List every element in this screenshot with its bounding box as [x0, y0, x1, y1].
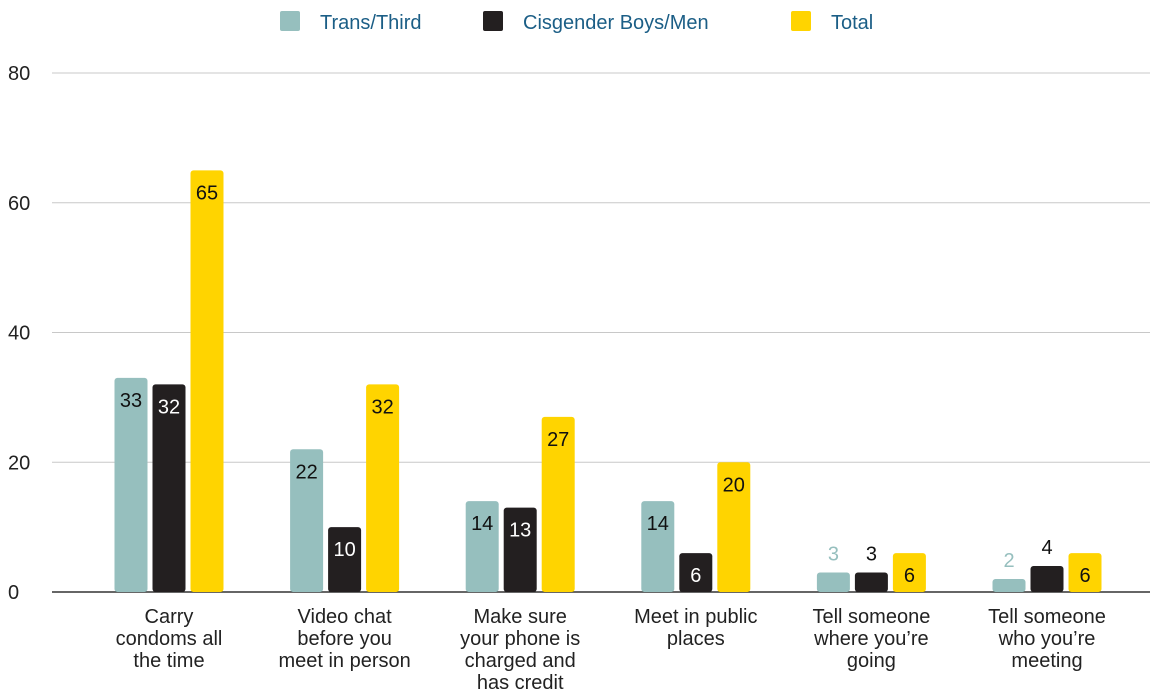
legend: Trans/Third Cisgender Boys/Men Total [280, 11, 873, 34]
data-label: 2 [1003, 550, 1014, 572]
bar [717, 462, 751, 592]
bar [541, 416, 575, 592]
bar [992, 579, 1026, 592]
bar [1068, 553, 1102, 592]
data-label: 32 [371, 396, 393, 418]
legend-label: Trans/Third [320, 12, 422, 34]
legend-swatch [483, 11, 503, 31]
legend-label: Total [831, 12, 873, 34]
bar [114, 377, 148, 592]
data-label: 33 [120, 390, 142, 412]
x-tick-label: Tell someone where you’re going [812, 606, 930, 672]
data-label: 4 [1041, 537, 1052, 559]
data-label: 3 [866, 544, 877, 566]
data-label: 6 [690, 565, 701, 587]
legend-swatch [791, 11, 811, 31]
bar [190, 170, 224, 592]
data-label: 20 [723, 474, 745, 496]
data-label: 3 [828, 544, 839, 566]
data-label: 14 [471, 513, 493, 535]
bar [503, 507, 537, 592]
gridlines [52, 72, 1150, 593]
y-tick-label: 80 [8, 63, 30, 85]
data-label: 27 [547, 429, 569, 451]
data-label: 32 [158, 396, 180, 418]
x-tick-label: Make sure your phone is charged and has cre… [460, 606, 580, 694]
data-label: 10 [333, 539, 355, 561]
bar [465, 501, 499, 592]
x-tick-label: Tell someone who you’re meeting [988, 606, 1106, 672]
bar [892, 553, 926, 592]
bar [679, 553, 713, 592]
data-label: 6 [1079, 565, 1090, 587]
y-tick-label: 40 [8, 323, 30, 345]
bar [854, 572, 888, 592]
y-axis: 0 20 40 60 80 [8, 63, 30, 604]
bar [328, 527, 362, 592]
bar [366, 384, 400, 592]
legend-swatch [280, 11, 300, 31]
x-tick-label: Video chat before you meet in person [278, 606, 410, 672]
bar [290, 449, 324, 592]
bar [816, 572, 850, 592]
bar [641, 501, 675, 592]
legend-label: Cisgender Boys/Men [523, 12, 709, 34]
y-tick-label: 0 [8, 582, 19, 604]
x-tick-label: Meet in public places [634, 606, 757, 650]
data-label: 14 [647, 513, 669, 535]
data-label: 13 [509, 520, 531, 542]
y-tick-label: 20 [8, 452, 30, 474]
data-label: 6 [904, 565, 915, 587]
y-tick-label: 60 [8, 193, 30, 215]
data-label: 65 [196, 182, 218, 204]
bar [152, 384, 186, 592]
bar [1030, 566, 1064, 592]
x-axis: Carry condoms all the time Video chat before… [116, 606, 1106, 694]
data-label: 22 [295, 461, 317, 483]
x-tick-label: Carry condoms all the time [116, 606, 223, 672]
